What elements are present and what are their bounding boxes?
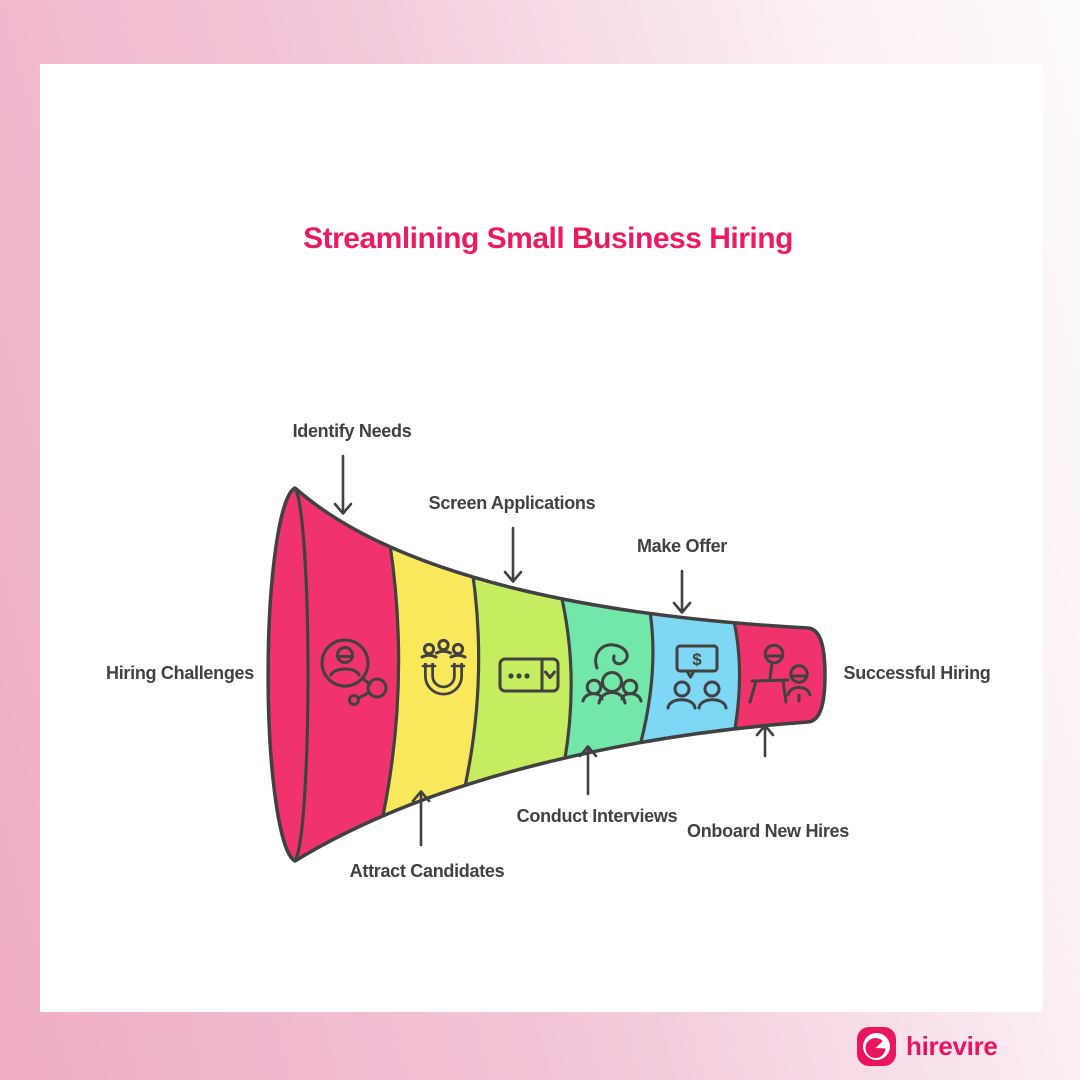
stage-label-conduct-interviews: Conduct Interviews: [516, 806, 678, 826]
arrow-onboard-new-hires: [755, 724, 775, 758]
application-select-icon: [498, 657, 560, 693]
stage-label-identify-needs: Identify Needs: [292, 421, 412, 441]
funnel-outline: [266, 486, 827, 863]
funnel-entry-label: Hiring Challenges: [106, 663, 254, 683]
segment-screen-applications: [462, 545, 572, 800]
arrow-make-offer: [672, 569, 692, 614]
magnet-icon: [420, 638, 467, 696]
interview-group-icon: [581, 643, 643, 705]
arrow-screen-applications: [503, 526, 523, 583]
stage-label-make-offer: Make Offer: [636, 536, 728, 556]
arrow-conduct-interviews: [578, 745, 598, 796]
page-title: Streamlining Small Business Hiring: [303, 222, 793, 255]
stage-label-onboard-new-hires: Onboard New Hires: [687, 821, 849, 841]
dollar-symbol: $: [692, 650, 702, 669]
infographic-card: [40, 64, 1043, 1012]
offer-chat-icon: $: [666, 644, 728, 710]
segment-make-offer: [636, 595, 740, 760]
arrow-identify-needs: [333, 454, 353, 515]
hirevire-logo-icon: [857, 1027, 896, 1066]
stage-label-attract-candidates: Attract Candidates: [349, 861, 505, 881]
stage-label-screen-applications: Screen Applications: [428, 493, 596, 513]
funnel-mouth-rim: [293, 487, 310, 862]
onboarding-desk-icon: [748, 643, 812, 704]
funnel-exit-label: Successful Hiring: [843, 663, 991, 683]
arrow-attract-candidates: [411, 790, 431, 847]
brand-logo: hirevire: [856, 1026, 998, 1067]
brand-logo-text: hirevire: [906, 1031, 998, 1061]
segment-identify-needs: [268, 488, 399, 861]
search-person-icon: [320, 638, 388, 706]
